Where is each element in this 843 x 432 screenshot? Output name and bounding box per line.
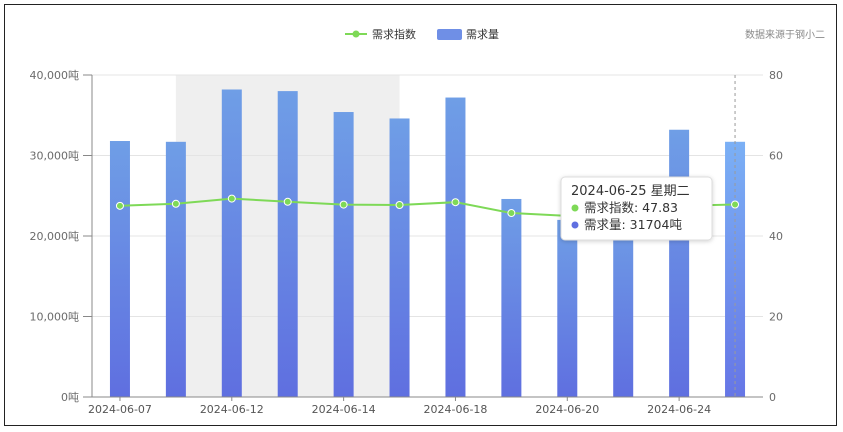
legend-index-marker [352, 30, 360, 38]
right-axis-tick-label: 80 [769, 69, 783, 82]
index-point [507, 209, 516, 218]
bar [501, 198, 522, 397]
bar [277, 91, 298, 397]
x-axis-tick-label: 2024-06-14 [312, 403, 376, 416]
left-axis-tick-label: 10,000吨 [30, 311, 80, 324]
index-point [731, 200, 740, 209]
x-axis-tick-label: 2024-06-24 [647, 403, 711, 416]
bar [221, 89, 242, 398]
left-axis-tick-label: 0吨 [61, 391, 79, 404]
right-axis-tick-label: 40 [769, 230, 783, 243]
index-point [283, 197, 292, 206]
tooltip-title: 2024-06-25 星期二 [571, 184, 690, 199]
tooltip: 2024-06-25 星期二 需求指数: 47.83 需求量: 31704吨 [560, 176, 713, 241]
index-point [171, 199, 180, 208]
left-axis-tick-label: 20,000吨 [30, 230, 80, 243]
legend-item-volume[interactable]: 需求量 [437, 28, 499, 41]
index-point [115, 201, 124, 210]
bar [445, 97, 466, 397]
right-axis-tick-label: 0 [769, 391, 776, 404]
data-source-note: 数据来源于钢小二 [745, 28, 825, 41]
legend-item-index[interactable]: 需求指数 [345, 27, 416, 41]
tooltip-box [560, 176, 713, 241]
tooltip-index-marker [571, 204, 579, 212]
bar [333, 112, 354, 397]
legend-index-label: 需求指数 [372, 27, 416, 41]
tooltip-volume-marker [571, 221, 579, 229]
bar [557, 219, 578, 397]
bar [109, 141, 130, 397]
index-point [395, 201, 404, 210]
combo-chart: 需求指数 需求量 数据来源于钢小二 0吨 10,000吨 20,000吨 30,000… [30, 27, 826, 416]
x-axis-tick-label: 2024-06-20 [535, 403, 599, 416]
right-axis-tick-label: 60 [769, 150, 783, 163]
x-axis-tick-label: 2024-06-12 [200, 403, 264, 416]
bar [165, 141, 186, 397]
index-point [451, 198, 460, 207]
legend-volume-swatch [437, 29, 462, 40]
left-axis-tick-label: 40,000吨 [30, 69, 80, 82]
x-axis-tick-label: 2024-06-18 [423, 403, 487, 416]
left-axis-tick-label: 30,000吨 [30, 150, 80, 163]
legend-volume-label: 需求量 [466, 28, 499, 41]
index-point [227, 194, 236, 203]
index-point [339, 200, 348, 209]
bar [389, 118, 410, 397]
chart-frame: 需求指数 需求量 数据来源于钢小二 0吨 10,000吨 20,000吨 30,000… [4, 4, 837, 426]
bar [613, 211, 634, 397]
axes: 0吨 10,000吨 20,000吨 30,000吨 40,000吨 0 20 40 60 80 2… [30, 69, 784, 416]
right-axis-tick-label: 20 [769, 311, 783, 324]
legend[interactable]: 需求指数 需求量 [345, 27, 499, 41]
x-axis-tick-label: 2024-06-07 [88, 403, 152, 416]
tooltip-index-row: 需求指数: 47.83 [584, 200, 678, 215]
plot-area [92, 74, 763, 398]
tooltip-volume-row: 需求量: 31704吨 [584, 217, 682, 232]
bar [669, 129, 690, 397]
